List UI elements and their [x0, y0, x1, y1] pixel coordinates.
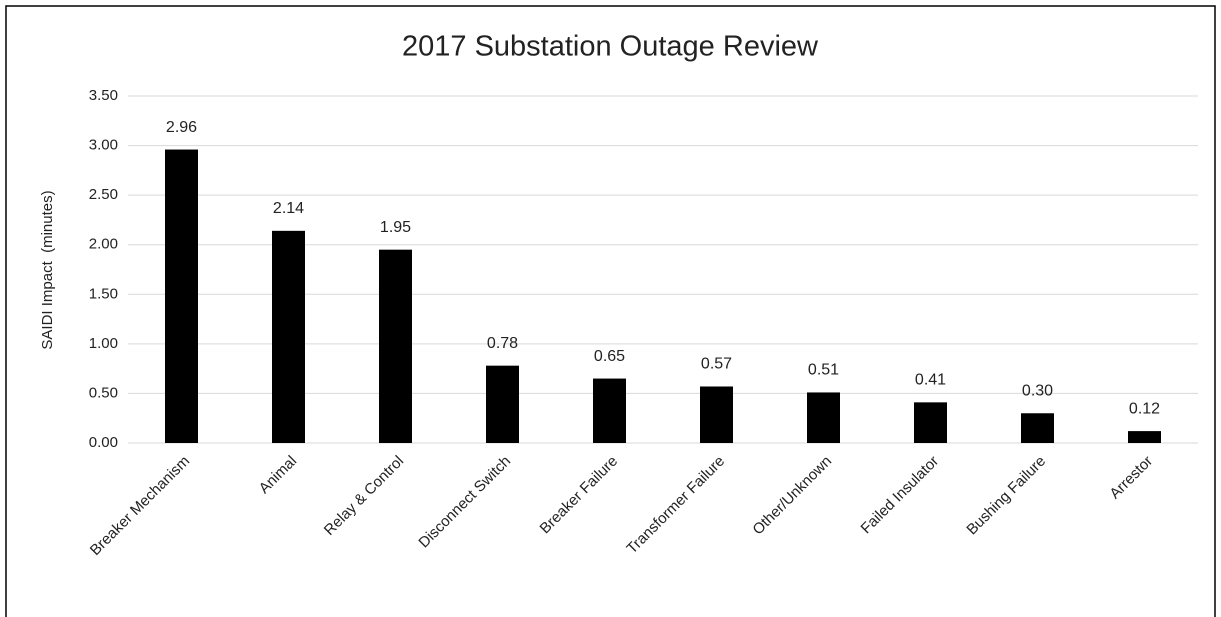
- data-label: 0.57: [701, 356, 732, 373]
- y-axis-label: SAIDI Impact (minutes): [39, 190, 56, 349]
- x-tick-label: Bushing Failure: [963, 453, 1049, 539]
- y-tick-label: 1.00: [89, 335, 118, 352]
- x-tick-label: Failed Insulator: [858, 453, 943, 538]
- y-tick-label: 0.00: [89, 434, 118, 451]
- x-tick-label: Arrestor: [1106, 453, 1156, 503]
- y-tick-label: 1.50: [89, 285, 118, 302]
- bar: [486, 365, 519, 443]
- y-tick-label: 3.50: [89, 87, 118, 104]
- data-label: 0.51: [808, 362, 839, 379]
- x-tick-label: Breaker Failure: [537, 453, 622, 538]
- x-tick-label: Relay & Control: [321, 453, 407, 539]
- data-label: 0.65: [594, 348, 625, 365]
- y-tick-label: 2.50: [89, 186, 118, 203]
- data-label: 0.30: [1022, 382, 1053, 399]
- bar: [1021, 413, 1054, 443]
- x-tick-label: Transformer Failure: [623, 453, 728, 558]
- x-tick-label: Other/Unknown: [749, 453, 835, 539]
- chart-title: 2017 Substation Outage Review: [402, 31, 819, 63]
- data-label: 2.14: [273, 200, 304, 217]
- bar: [379, 249, 412, 443]
- frame: [5, 5, 1216, 617]
- bar: [914, 402, 947, 443]
- bar: [1128, 431, 1161, 443]
- x-tick-label: Disconnect Switch: [415, 453, 514, 552]
- x-tick-label: Breaker Mechanism: [87, 453, 193, 559]
- bar: [593, 378, 626, 443]
- bar: [272, 230, 305, 443]
- y-tick-label: 3.00: [89, 137, 118, 154]
- x-tick-label: Animal: [256, 453, 300, 497]
- data-label: 0.41: [915, 372, 946, 389]
- y-tick-label: 0.50: [89, 384, 118, 401]
- bar: [700, 386, 733, 443]
- bar: [165, 149, 198, 443]
- data-label: 1.95: [380, 219, 411, 236]
- data-label: 2.96: [166, 119, 197, 136]
- bar: [807, 392, 840, 443]
- data-label: 0.12: [1129, 400, 1160, 417]
- data-label: 0.78: [487, 335, 518, 352]
- y-tick-label: 2.00: [89, 236, 118, 253]
